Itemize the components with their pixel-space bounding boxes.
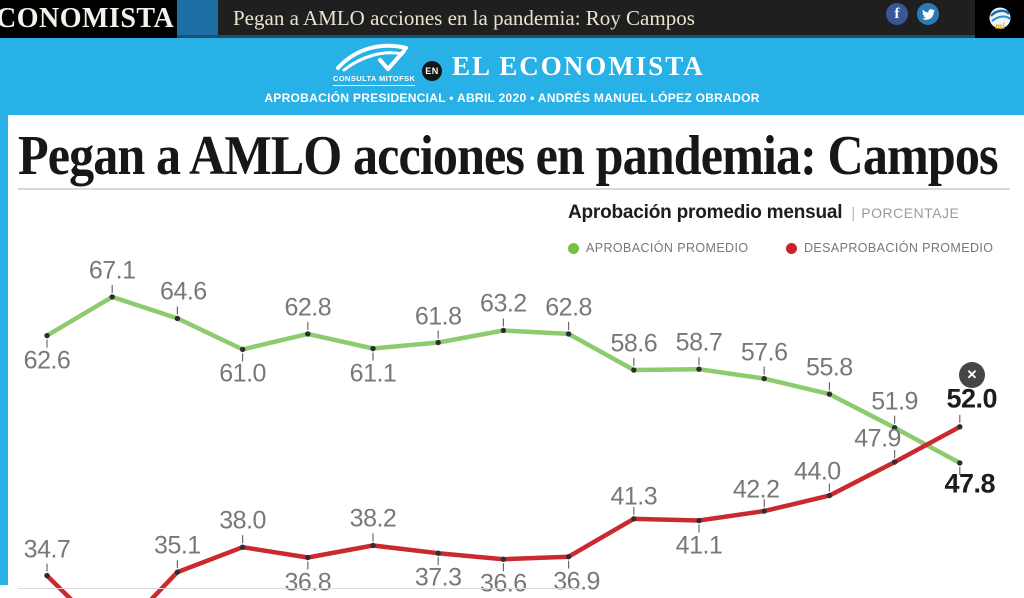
- data-label: 36.9: [553, 567, 600, 596]
- close-icon: ✕: [966, 367, 978, 382]
- legend-label: DESAPROBACIÓN PROMEDIO: [804, 241, 994, 255]
- data-label: 57.6: [740, 338, 788, 367]
- data-label: 35.1: [154, 531, 201, 560]
- data-point: [435, 550, 441, 556]
- data-label: 62.6: [23, 346, 71, 375]
- left-accent-stripe: [0, 115, 8, 585]
- data-label: 36.8: [284, 568, 332, 597]
- data-point: [761, 508, 767, 514]
- svg-text:mi: mi: [995, 21, 1005, 31]
- data-label: 58.7: [675, 328, 723, 357]
- data-point: [44, 332, 50, 339]
- data-point: [631, 516, 637, 522]
- twitter-icon: [921, 8, 935, 20]
- band-subtitle: APROBACIÓN PRESIDENCIAL • ABRIL 2020 • A…: [264, 91, 760, 105]
- data-point: [239, 346, 246, 353]
- data-label: 34.7: [23, 535, 71, 564]
- legend-dot-green: [568, 242, 579, 254]
- chart-title-separator: |: [851, 205, 856, 222]
- facebook-share-button[interactable]: f: [886, 3, 908, 25]
- data-point: [565, 331, 572, 337]
- data-label: 64.6: [160, 277, 207, 306]
- data-point: [565, 553, 572, 560]
- data-label: 55.8: [806, 353, 853, 382]
- data-point: [239, 544, 246, 550]
- data-label: 67.1: [88, 256, 136, 285]
- article-headline: Pegan a AMLO acciones en pandemia: Campo…: [18, 125, 999, 187]
- data-label: 63.2: [480, 289, 527, 318]
- facebook-icon: f: [894, 5, 900, 22]
- data-label: 38.0: [219, 506, 266, 535]
- legend-dot-red: [786, 242, 797, 254]
- data-label: 37.3: [414, 563, 462, 592]
- data-label: 58.6: [610, 329, 658, 358]
- masthead-logo: CONOMISTA: [0, 0, 177, 38]
- data-point: [109, 294, 115, 300]
- data-point: [370, 345, 376, 352]
- data-point: [957, 460, 963, 466]
- el-economista-logo: EL ECONOMISTA: [452, 51, 705, 81]
- brand-band: CONSULTA MITOFSKY EN EL ECONOMISTA APROB…: [0, 38, 1024, 115]
- data-point: [500, 327, 507, 334]
- data-point: [174, 569, 181, 575]
- data-label: 42.2: [732, 475, 780, 504]
- data-label: 62.8: [545, 293, 592, 322]
- bottom-divider: [18, 588, 581, 589]
- en-badge: EN: [422, 61, 442, 81]
- mi-site-logo[interactable]: mi: [975, 0, 1024, 38]
- legend-label: APROBACIÓN PROMEDIO: [586, 241, 749, 255]
- data-point: [891, 459, 898, 465]
- data-point: [370, 542, 376, 549]
- chart-unit-label: PORCENTAJE: [861, 205, 960, 221]
- data-label: 61.0: [219, 359, 266, 388]
- data-point: [305, 554, 311, 561]
- twitter-share-button[interactable]: [917, 3, 939, 25]
- page-title-bar: Pegan a AMLO acciones en la pandemia: Ro…: [233, 6, 695, 30]
- consulta-mitofsky-label: CONSULTA MITOFSKY: [333, 74, 415, 86]
- top-bar: CONOMISTA Pegan a AMLO acciones en la pa…: [0, 0, 1024, 38]
- data-point: [435, 339, 441, 346]
- data-point: [826, 492, 833, 499]
- mi-globe-icon: mi: [989, 7, 1011, 31]
- data-point: [500, 556, 507, 562]
- data-label: 61.1: [349, 359, 397, 388]
- data-point: [826, 391, 833, 397]
- topbar-accent-line: [177, 35, 975, 38]
- data-label: 41.3: [610, 482, 658, 511]
- data-label: 51.9: [871, 387, 918, 416]
- data-label: 62.8: [284, 293, 332, 322]
- data-point: [631, 367, 637, 373]
- data-point: [305, 331, 311, 337]
- data-point: [761, 375, 767, 382]
- data-label: 44.0: [794, 457, 841, 486]
- masthead-divider: [177, 0, 218, 38]
- chart-title: Aprobación promedio mensual: [568, 202, 843, 223]
- mitofsky-bird-icon: [336, 43, 408, 72]
- data-label: 47.9: [854, 424, 901, 453]
- legend-item-desaprobacion: DESAPROBACIÓN PROMEDIO: [786, 241, 993, 255]
- data-label: 61.8: [414, 302, 462, 331]
- data-label: 47.8: [944, 468, 996, 499]
- chart-title-row: Aprobación promedio mensual | PORCENTAJE: [568, 202, 959, 224]
- close-button[interactable]: ✕: [959, 362, 985, 388]
- legend-item-aprobacion: APROBACIÓN PROMEDIO: [568, 241, 748, 255]
- data-label: 38.2: [349, 504, 397, 533]
- data-point: [174, 315, 181, 322]
- data-label: 36.6: [480, 569, 527, 598]
- data-label: 52.0: [946, 383, 998, 414]
- headline-divider: [18, 188, 1010, 190]
- data-label: 41.1: [675, 531, 723, 560]
- data-point: [957, 424, 963, 430]
- data-point: [696, 517, 702, 524]
- data-point: [44, 572, 50, 579]
- data-point: [696, 366, 702, 372]
